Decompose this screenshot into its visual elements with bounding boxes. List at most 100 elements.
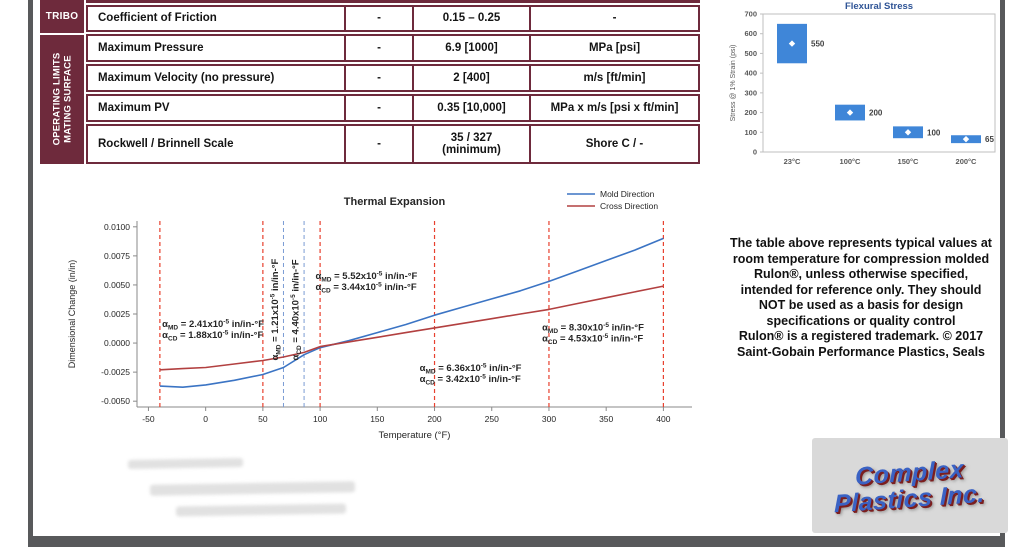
- table-row: Coefficient of Friction - 0.15 – 0.25 -: [86, 5, 700, 32]
- note-line: NOT be used as a basis for design: [758, 298, 964, 312]
- table-rows: Coefficient of Friction - 0.15 – 0.25 - …: [86, 0, 700, 164]
- property-dash: -: [344, 36, 412, 60]
- section-label-tribo: TRIBO: [40, 0, 84, 33]
- svg-text:200: 200: [427, 414, 441, 424]
- table-row: Maximum Velocity (no pressure) - 2 [400]…: [86, 64, 700, 92]
- svg-text:700: 700: [744, 10, 757, 19]
- property-dash: -: [344, 7, 412, 30]
- svg-text:200: 200: [869, 109, 883, 118]
- svg-text:-50: -50: [142, 414, 155, 424]
- svg-text:0.0050: 0.0050: [104, 280, 130, 290]
- svg-text:200°C: 200°C: [956, 157, 978, 166]
- property-name: Coefficient of Friction: [98, 12, 217, 25]
- svg-text:αMD = 8.30x10-5 in/in-°F: αMD = 8.30x10-5 in/in-°F: [542, 322, 644, 335]
- svg-text:150: 150: [370, 414, 384, 424]
- thermal-expansion-chart: 0.0100 0.0075 0.0050 0.0025 0.0000 -0.0025 -0.…: [67, 189, 692, 441]
- svg-text:αCD = 4.40x10-5 in/in-°F: αCD = 4.40x10-5 in/in-°F: [290, 259, 303, 360]
- section-label-rotated-text: OPERATING LIMITS MATING SURFACE: [41, 35, 85, 164]
- svg-text:0.0100: 0.0100: [104, 222, 130, 232]
- table-row: Rockwell / Brinnell Scale - 35 / 327 (mi…: [86, 124, 700, 164]
- svg-text:Mold Direction: Mold Direction: [600, 189, 655, 199]
- svg-text:100°C: 100°C: [840, 157, 862, 166]
- properties-table: TRIBO OPERATING LIMITS MATING SURFACE Co…: [40, 0, 700, 164]
- svg-text:600: 600: [744, 29, 757, 38]
- svg-text:αMD = 6.36x10-5 in/in-°F: αMD = 6.36x10-5 in/in-°F: [420, 362, 522, 375]
- svg-text:Cross Direction: Cross Direction: [600, 201, 658, 211]
- svg-text:550: 550: [811, 40, 825, 49]
- company-logo: Complex Plastics Inc.: [812, 438, 1008, 533]
- svg-text:0: 0: [203, 414, 208, 424]
- svg-text:100: 100: [927, 128, 941, 137]
- property-units: Shore C / -: [529, 126, 698, 162]
- flexural-stress-chart: 0 100 200 300 400 500 600 700 23°C 550 100°C 200 150…: [730, 1, 996, 166]
- svg-text:400: 400: [744, 69, 757, 78]
- property-units: m/s [ft/min]: [529, 66, 698, 90]
- section-label-text: TRIBO: [45, 11, 79, 22]
- value-line1: 35 / 327: [450, 131, 493, 144]
- svg-text:23°C: 23°C: [784, 157, 801, 166]
- property-value: 2 [400]: [412, 66, 529, 90]
- table-top-border-sliver: [86, 0, 700, 3]
- svg-text:0.0000: 0.0000: [104, 338, 130, 348]
- property-dash: -: [344, 66, 412, 90]
- svg-text:αCD = 4.53x10-5 in/in-°F: αCD = 4.53x10-5 in/in-°F: [542, 333, 643, 346]
- svg-text:αMD = 5.52x10-5 in/in-°F: αMD = 5.52x10-5 in/in-°F: [316, 271, 418, 284]
- table-row: Maximum PV - 0.35 [10,000] MPa x m/s [ps…: [86, 94, 700, 122]
- svg-text:αMD = 2.41x10-5 in/in-°F: αMD = 2.41x10-5 in/in-°F: [162, 318, 264, 331]
- note-line: room temperature for compression molded: [732, 251, 990, 266]
- svg-text:αCD = 3.44x10-5 in/in-°F: αCD = 3.44x10-5 in/in-°F: [316, 282, 417, 295]
- svg-text:αCD = 3.42x10-5 in/in-°F: αCD = 3.42x10-5 in/in-°F: [420, 373, 521, 386]
- svg-text:0.0075: 0.0075: [104, 251, 130, 261]
- svg-text:50: 50: [258, 414, 268, 424]
- property-units: -: [529, 7, 698, 30]
- svg-text:250: 250: [485, 414, 499, 424]
- section-line1: OPERATING LIMITS: [51, 52, 63, 146]
- table-row: Maximum Pressure - 6.9 [1000] MPa [psi]: [86, 34, 700, 62]
- svg-text:400: 400: [656, 414, 670, 424]
- svg-text:350: 350: [599, 414, 613, 424]
- property-name: Maximum Pressure: [98, 41, 204, 54]
- svg-text:-0.0050: -0.0050: [101, 396, 130, 406]
- svg-text:300: 300: [744, 88, 757, 97]
- svg-text:0: 0: [753, 148, 757, 157]
- property-name: Rockwell / Brinnell Scale: [98, 137, 234, 150]
- section-label-operating-limits: OPERATING LIMITS MATING SURFACE: [40, 35, 84, 164]
- svg-text:65: 65: [985, 135, 994, 144]
- property-name: Maximum Velocity (no pressure): [98, 71, 275, 84]
- svg-text:Stress @ 1% Strain (psi): Stress @ 1% Strain (psi): [730, 45, 737, 122]
- table-section-band: TRIBO OPERATING LIMITS MATING SURFACE: [40, 0, 84, 164]
- note-line: The table above represents typical value…: [730, 236, 992, 250]
- property-value: 35 / 327 (minimum): [412, 126, 529, 162]
- property-value: 0.15 – 0.25: [412, 7, 529, 30]
- property-units: MPa [psi]: [529, 36, 698, 60]
- property-units: MPa x m/s [psi x ft/min]: [529, 96, 698, 120]
- svg-text:αMD = 1.21x10-5 in/in-°F: αMD = 1.21x10-5 in/in-°F: [269, 258, 282, 360]
- svg-text:αCD = 1.88x10-5 in/in-°F: αCD = 1.88x10-5 in/in-°F: [162, 329, 263, 342]
- faded-footer-text: [175, 503, 347, 517]
- note-line: specifications or quality control: [766, 313, 956, 328]
- section-line2: MATING SURFACE: [62, 55, 74, 143]
- page-border-left: [28, 0, 33, 547]
- faded-footer-text: [127, 457, 244, 470]
- property-value: 0.35 [10,000]: [412, 96, 529, 120]
- svg-text:Dimensional Change (in/in): Dimensional Change (in/in): [67, 260, 77, 369]
- page-border-bottom: [28, 536, 1005, 547]
- note-line: Rulon®, unless otherwise specified,: [753, 267, 969, 281]
- note-line: Rulon® is a registered trademark. © 2017: [738, 329, 984, 343]
- svg-text:0.0025: 0.0025: [104, 309, 130, 319]
- property-name: Maximum PV: [98, 101, 170, 114]
- svg-text:200: 200: [744, 108, 757, 117]
- svg-text:Temperature (°F): Temperature (°F): [379, 430, 451, 441]
- faded-footer-text: [149, 481, 356, 496]
- svg-text:100: 100: [744, 128, 757, 137]
- svg-text:-0.0025: -0.0025: [101, 367, 130, 377]
- property-dash: -: [344, 126, 412, 162]
- property-dash: -: [344, 96, 412, 120]
- note-line: intended for reference only. They should: [740, 282, 982, 297]
- svg-text:100: 100: [313, 414, 327, 424]
- svg-text:Thermal Expansion: Thermal Expansion: [344, 196, 446, 208]
- svg-text:300: 300: [542, 414, 556, 424]
- page-border-right: [1000, 0, 1005, 547]
- note-line: Saint-Gobain Performance Plastics, Seals: [736, 344, 985, 359]
- value-line2: (minimum): [442, 144, 501, 156]
